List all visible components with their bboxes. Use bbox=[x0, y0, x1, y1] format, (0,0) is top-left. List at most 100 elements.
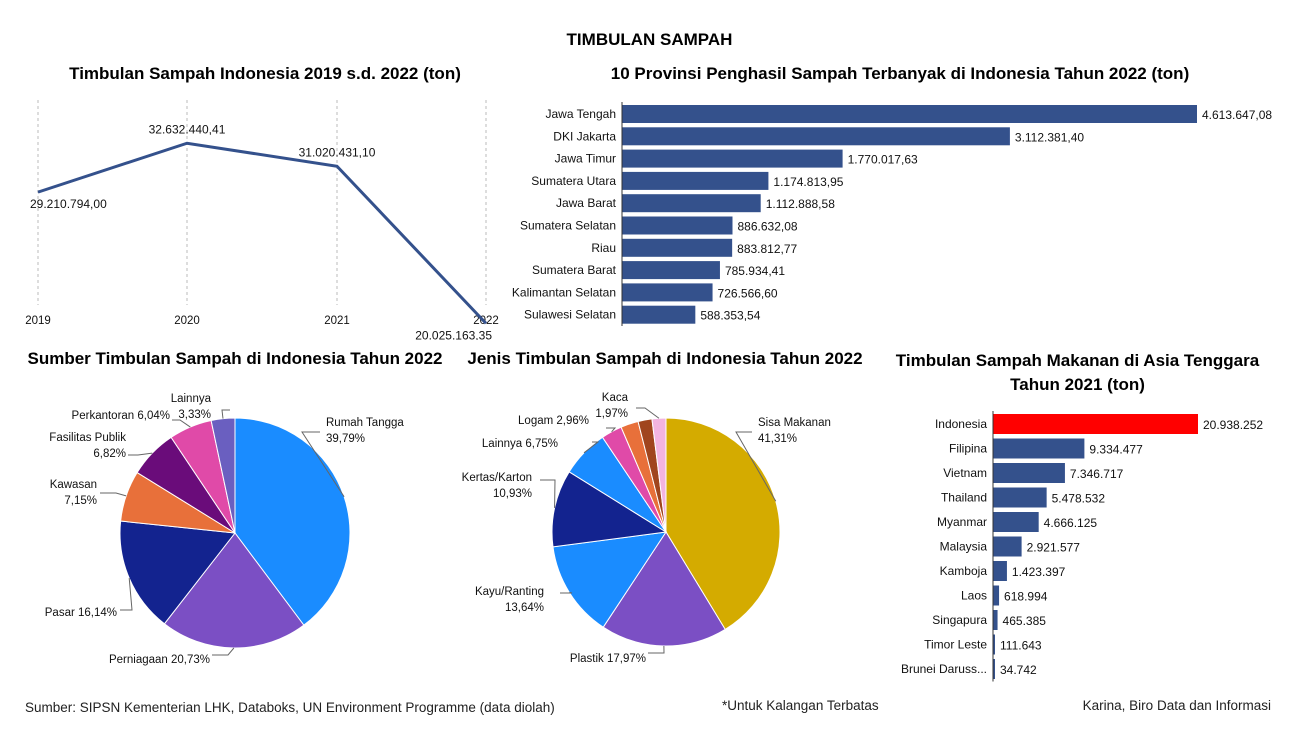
pie-slice bbox=[602, 531, 726, 647]
slice-label: Lainnya 6,75% bbox=[482, 438, 558, 450]
slice-name: Sisa Makanan bbox=[758, 417, 831, 429]
slice-name: Kaca bbox=[602, 392, 629, 404]
leader-line bbox=[540, 479, 556, 508]
pie-slice bbox=[119, 520, 236, 625]
pie-slice bbox=[163, 532, 305, 649]
slice-value: 39,79% bbox=[326, 433, 365, 445]
value-label: 726.566,60 bbox=[718, 286, 778, 300]
leader-line bbox=[735, 431, 777, 502]
bar bbox=[622, 171, 769, 190]
value-label: 588.353,54 bbox=[700, 309, 760, 323]
bar bbox=[622, 127, 1010, 146]
bar bbox=[993, 536, 1022, 557]
type-pie-chart: Sisa Makanan 41,31% Plastik 17,97% Kayu/Ran… bbox=[462, 392, 831, 665]
leader-line bbox=[100, 492, 127, 497]
category-label: Sulawesi Selatan bbox=[524, 308, 616, 322]
province-bar-chart: Jawa Tengah 4.613.647,08 DKI Jakarta 3.112.… bbox=[512, 102, 1272, 326]
value-label: 4.666.125 bbox=[1044, 516, 1098, 530]
leader-line bbox=[636, 407, 660, 419]
value-label: 20.938.252 bbox=[1203, 418, 1263, 432]
leader-line bbox=[172, 419, 191, 428]
slice-name: Kertas/Karton bbox=[462, 472, 532, 484]
pie-slice bbox=[210, 417, 236, 534]
slice-name: Kayu/Ranting bbox=[475, 586, 544, 598]
slice-label: Perkantoran 6,04% bbox=[72, 410, 170, 422]
bar bbox=[622, 305, 696, 324]
bar bbox=[622, 261, 720, 280]
footer-note: *Untuk Kalangan Terbatas bbox=[722, 698, 879, 713]
province-bar-title: 10 Provinsi Penghasil Sampah Terbanyak d… bbox=[610, 64, 1190, 83]
category-label: Indonesia bbox=[935, 417, 987, 431]
leader-line bbox=[583, 441, 600, 454]
bar bbox=[993, 438, 1085, 459]
value-label: 618.994 bbox=[1004, 590, 1048, 604]
slice-value: 10,93% bbox=[493, 488, 532, 500]
data-label: 31.020.431,10 bbox=[299, 145, 376, 159]
data-label: 32.632.440,41 bbox=[149, 122, 226, 136]
leader-line bbox=[212, 647, 235, 656]
food-bar-chart: Indonesia 20.938.252 Filipina 9.334.477 Viet… bbox=[901, 411, 1263, 682]
category-label: DKI Jakarta bbox=[553, 129, 616, 143]
bar bbox=[993, 585, 1000, 606]
value-label: 465.385 bbox=[1003, 614, 1047, 628]
series-line bbox=[37, 141, 488, 325]
category-label: Thailand bbox=[941, 491, 987, 505]
value-label: 9.334.477 bbox=[1089, 443, 1143, 457]
bar bbox=[622, 216, 733, 235]
slice-label: Pasar 16,14% bbox=[45, 607, 117, 619]
value-label: 5.478.532 bbox=[1052, 492, 1106, 506]
line-chart-title: Timbulan Sampah Indonesia 2019 s.d. 2022… bbox=[69, 64, 461, 83]
category-label: Kalimantan Selatan bbox=[512, 285, 616, 299]
slice-name: Fasilitas Publik bbox=[49, 432, 126, 444]
category-label: Laos bbox=[961, 589, 987, 603]
bar bbox=[993, 561, 1007, 581]
value-label: 1.112.888,58 bbox=[766, 197, 836, 211]
bar bbox=[993, 659, 995, 679]
x-tick-label: 2021 bbox=[324, 315, 350, 327]
value-label: 1.770.017,63 bbox=[848, 153, 918, 167]
bar bbox=[993, 463, 1065, 483]
category-label: Jawa Tengah bbox=[546, 107, 617, 121]
slice-value: 7,15% bbox=[64, 495, 97, 507]
leader-line bbox=[648, 645, 665, 654]
leader-line bbox=[301, 431, 345, 498]
food-bar-title: Timbulan Sampah Makanan di Asia Tenggara… bbox=[895, 351, 1260, 394]
x-tick-label: 2019 bbox=[25, 315, 51, 327]
bar bbox=[993, 512, 1039, 532]
slice-value: 3,33% bbox=[178, 409, 211, 421]
line-chart: 2019 2020 2021 202229.210.794,0032.632.440,… bbox=[25, 100, 499, 340]
value-label: 3.112.381,40 bbox=[1015, 130, 1085, 144]
bar bbox=[622, 283, 713, 302]
slice-value: 41,31% bbox=[758, 433, 797, 445]
page-title: TIMBULAN SAMPAH bbox=[566, 30, 733, 49]
category-label: Malaysia bbox=[940, 540, 988, 554]
bar bbox=[622, 194, 761, 213]
category-label: Brunei Daruss... bbox=[901, 662, 987, 676]
value-label: 2.921.577 bbox=[1027, 541, 1081, 555]
value-label: 1.423.397 bbox=[1012, 565, 1066, 579]
category-label: Vietnam bbox=[943, 466, 987, 480]
pie-slice bbox=[665, 417, 781, 631]
category-label: Timor Leste bbox=[924, 638, 987, 652]
value-label: 111.643 bbox=[1000, 639, 1042, 653]
slice-name: Rumah Tangga bbox=[326, 417, 404, 429]
value-label: 1.174.813,95 bbox=[773, 175, 843, 189]
leader-line bbox=[221, 409, 230, 419]
value-label: 886.632,08 bbox=[738, 220, 798, 234]
slice-label: Logam 2,96% bbox=[518, 415, 589, 427]
bar bbox=[993, 634, 995, 655]
source-pie-chart: Rumah Tangga 39,79% Perniagaan 20,73% Pasar… bbox=[45, 393, 405, 666]
leader-line bbox=[606, 427, 617, 433]
category-label: Sumatera Selatan bbox=[520, 219, 616, 233]
bar bbox=[993, 610, 998, 630]
category-label: Myanmar bbox=[937, 515, 987, 529]
x-tick-label: 2020 bbox=[174, 315, 200, 327]
slice-name: Lainnya bbox=[171, 393, 212, 405]
leader-line bbox=[128, 452, 153, 456]
bar bbox=[993, 487, 1047, 508]
value-label: 785.934,41 bbox=[725, 264, 785, 278]
slice-value: 6,82% bbox=[93, 448, 126, 460]
bar bbox=[622, 105, 1197, 123]
category-label: Filipina bbox=[949, 442, 987, 456]
leader-line bbox=[560, 591, 573, 594]
